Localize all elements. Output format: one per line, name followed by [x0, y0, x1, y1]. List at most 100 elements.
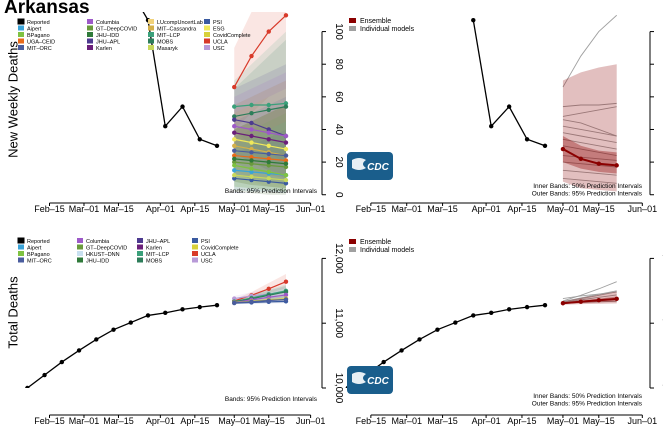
legend-label: Ensemble [360, 18, 391, 25]
cdc-eagle-mark [352, 372, 366, 384]
individual-model-5-line [562, 132, 617, 143]
x-tick-label: May–15 [253, 416, 285, 426]
series-JHU–IDD-line [234, 158, 287, 165]
legend-label: GT–DeepCOVID [86, 246, 127, 252]
series-BPagano-point [283, 172, 289, 178]
legend-label: MIT–LCP [146, 252, 170, 258]
y-tick-label: 60 [333, 91, 344, 103]
series-MOBS-point [249, 110, 254, 116]
reported-point [111, 327, 116, 332]
y-tick-label: 40 [661, 124, 663, 136]
reported-point [145, 313, 151, 318]
individual-model-1-line [562, 291, 617, 300]
y-tick-label: 20 [661, 157, 663, 169]
legend-label: JHU–APL [146, 239, 170, 245]
legend-key [77, 244, 83, 250]
individual-model-11-line [562, 177, 617, 184]
series-UGA–CEID-point [266, 156, 271, 162]
legend-label: Aipert [27, 246, 42, 252]
series-UGA–CEID-point [232, 153, 237, 158]
legend-key [18, 45, 24, 50]
series-Columbia-line [234, 125, 287, 137]
individual-model-4-line [562, 294, 617, 303]
series-Columbia-point [283, 133, 289, 139]
x-tick-label: Apr–15 [180, 416, 209, 426]
legend-key [18, 38, 24, 44]
legend-label: BPagano [27, 252, 50, 258]
series-MOBS-point [283, 289, 289, 295]
series-Columbia-point [232, 124, 237, 129]
y-tick-label: 12,000 [661, 243, 663, 274]
reported-point [524, 304, 530, 310]
series-ESG-point [249, 140, 254, 145]
series-Karlen-point [232, 130, 237, 135]
legend-key [148, 45, 154, 50]
reported-point [163, 124, 168, 129]
legend-label: Aipert [27, 27, 42, 33]
series-MIT–ORC-point [249, 150, 254, 155]
x-tick-label: Apr–01 [146, 416, 175, 426]
x-tick-label: Mar–15 [103, 204, 134, 214]
legend-label: Karlen [146, 246, 162, 252]
series-Columbia-point [266, 130, 271, 135]
legend-key [192, 251, 198, 256]
series-MIT–LCP-point [266, 102, 271, 108]
y-tick-label: 40 [333, 124, 344, 136]
series-ESG-point [232, 137, 237, 142]
series-UCLA-point [266, 29, 271, 34]
legend-label: UGA–CEID [27, 40, 55, 46]
x-tick-label: Mar–01 [69, 416, 100, 426]
cdc-logo-text: CDC [367, 162, 389, 173]
x-tick-label: May–15 [583, 416, 615, 426]
band-GT–DeepCOVID [234, 105, 286, 192]
reported-point [524, 137, 530, 142]
individual-model-3-line [562, 119, 617, 137]
series-MOBS-point [232, 114, 237, 119]
y-tick-label: 10,000 [661, 373, 663, 404]
legend-key [77, 257, 83, 263]
series-UCLA-point [283, 279, 289, 284]
y-tick-label: 80 [333, 59, 344, 71]
ensemble-band-95 [562, 64, 617, 192]
series-Masaryk-line [234, 174, 287, 181]
legend-key [18, 25, 24, 31]
series-MIT–ORC-point [283, 153, 289, 158]
legend-label: UCLA [213, 40, 228, 46]
series-MIT–LCP-point [283, 101, 289, 106]
series-JHU–APL-point [232, 117, 237, 122]
legend-label: MOBS [157, 40, 174, 46]
ensemble-line [562, 148, 617, 167]
series-GT–DeepCOVID-point [266, 163, 271, 168]
legend-label: Karlen [96, 46, 112, 52]
legend-label: JHU–IDD [86, 259, 109, 265]
individual-model-0-line [562, 281, 617, 302]
legend-label: MIT–ORC [27, 46, 52, 52]
reported-point [489, 310, 494, 316]
reported-point [506, 307, 512, 312]
series-UCLA-line [234, 281, 287, 302]
x-tick-label: Feb–15 [34, 204, 65, 214]
bands-note: Bands: 95% Prediction Intervals [225, 396, 318, 403]
x-tick-label: Jun–01 [628, 204, 658, 214]
ensemble-point [596, 161, 601, 166]
ensemble-line [562, 297, 617, 305]
x-tick-label: May–15 [583, 204, 615, 214]
series-PSI-point [249, 177, 254, 183]
legend-key [18, 257, 24, 263]
series-PSI-line [234, 177, 287, 184]
band-USC [234, 286, 286, 302]
ensemble-point [578, 156, 584, 162]
series-Karlen-point [249, 133, 254, 139]
panel-top-left: 0 20 40 60 80 100 Feb–15 Mar–01 Mar–15 Apr–01 Apr–… [17, 12, 344, 214]
legend-key [349, 247, 356, 252]
series-Karlen-point [266, 137, 271, 142]
series-Aipert-point [249, 169, 254, 175]
series-BPagano-point [232, 163, 237, 168]
ensemble-point [614, 296, 619, 302]
y-tick-label: 60 [661, 91, 663, 103]
y-tick-label: 20 [333, 157, 344, 169]
x-tick-label: Mar–01 [391, 204, 422, 214]
panel-bottom-right: 10,000 11,000 12,000 Feb–15 Mar–01 Mar–15 Apr–… [345, 239, 663, 426]
series-MIT–ORC-point [232, 300, 237, 306]
legend-key [87, 32, 93, 37]
